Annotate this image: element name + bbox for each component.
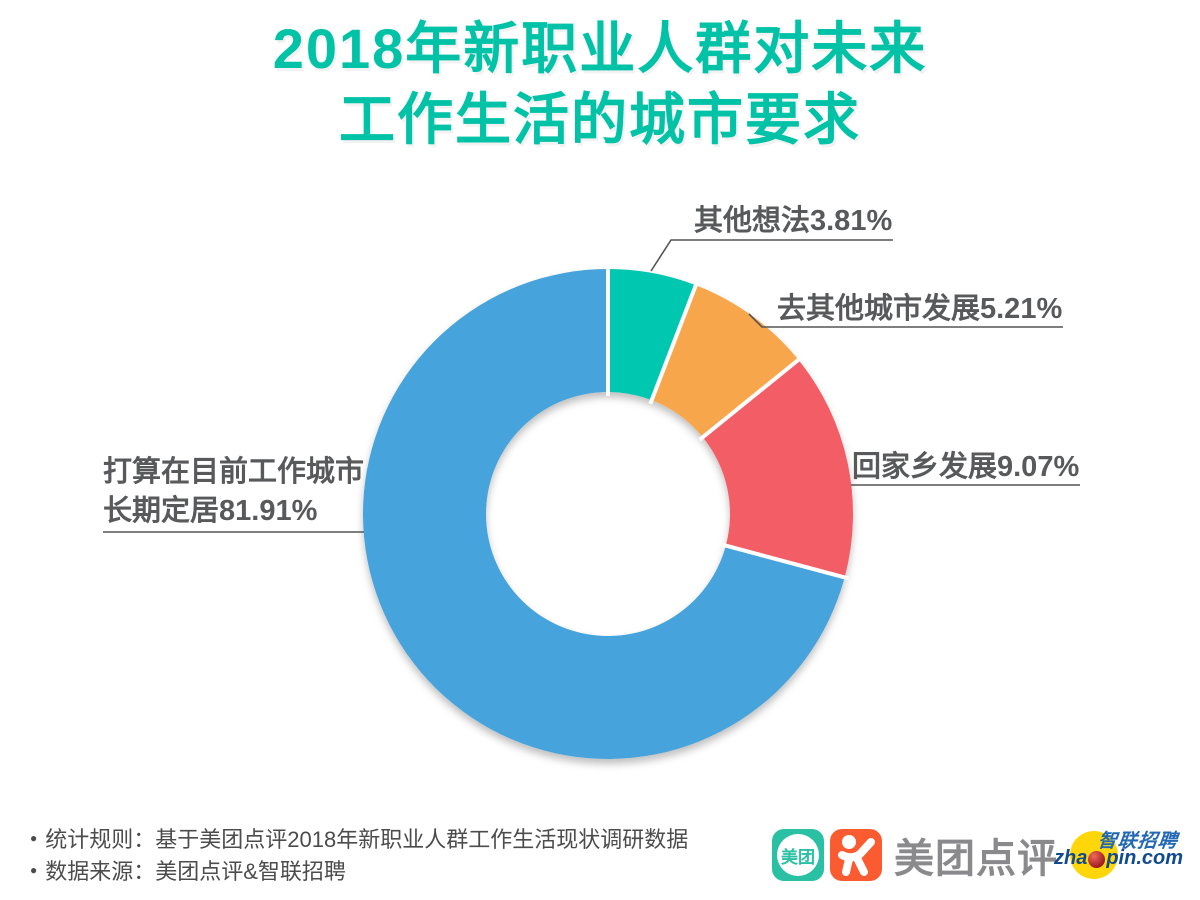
chart-title-line2: 工作生活的城市要求 [339,88,861,151]
slice-label-stay-line2: 长期定居81.91% [103,495,318,527]
slice-separator [648,280,700,405]
meituan-logo-icon: 美团 [772,829,824,881]
zhaopin-domain-suffix: pin.com [1106,847,1184,869]
slice-separator [721,542,850,581]
bullet-icon: ● [30,863,38,877]
zhaopin-logo: 智联招聘 zha pin.com [1046,820,1198,890]
bullet-icon: ● [30,831,38,845]
footer-note-source-text: 数据来源：美团点评&智联招聘 [45,859,346,884]
leader-line-other-city [748,313,1063,328]
slice-label-stay-line1: 打算在目前工作城市 [103,456,365,488]
slice-label-hometown: 回家乡发展9.07% [852,451,1080,483]
zhaopin-domain-wordmark: zha pin.com [1054,847,1183,870]
slice-label-other-ideas: 其他想法3.81% [694,205,893,237]
pie-slice-other-city [651,285,799,438]
slice-separator [698,355,803,442]
dianping-figure-icon [838,835,875,876]
meituan-logo-text: 美团 [777,834,819,876]
pie-slice-stay [363,269,845,759]
footer-note-rules: ● 统计规则：基于美团点评2018年新职业人群工作生活现状调研数据 [30,822,688,854]
slice-label-stay: 打算在目前工作城市 长期定居81.91% [103,453,364,531]
zhaopin-domain-prefix: zha [1054,847,1088,869]
pie-slice-other-ideas [608,269,696,401]
leader-line-other-ideas [650,239,893,272]
pie-slice-hometown [702,359,853,578]
zhaopin-dot-icon [1088,851,1106,868]
footer-notes: ● 统计规则：基于美团点评2018年新职业人群工作生活现状调研数据 ● 数据来源… [30,822,688,886]
meituan-dianping-wordmark: 美团点评 [894,837,1058,881]
dianping-logo-icon [830,829,882,881]
chart-title: 2018年新职业人群对未来 工作生活的城市要求 [0,13,1200,155]
slice-label-other-city: 去其他城市发展5.21% [777,293,1063,325]
footer-note-source: ● 数据来源：美团点评&智联招聘 [30,854,688,886]
chart-title-line1: 2018年新职业人群对未来 [272,17,928,80]
footer-note-rules-text: 统计规则：基于美团点评2018年新职业人群工作生活现状调研数据 [45,827,689,852]
meituan-dianping-brand: 美团 美团点评 [772,826,1058,884]
